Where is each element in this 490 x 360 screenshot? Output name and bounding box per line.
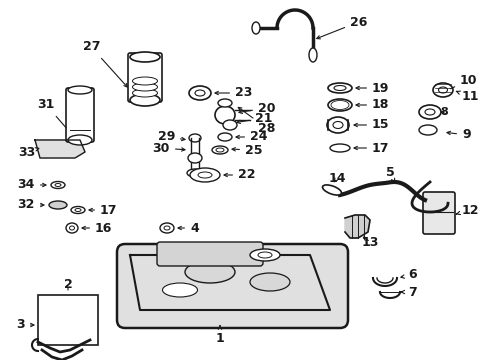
- Ellipse shape: [132, 83, 157, 91]
- Ellipse shape: [68, 86, 92, 94]
- Text: 28: 28: [238, 107, 275, 135]
- Ellipse shape: [322, 185, 342, 195]
- Ellipse shape: [218, 133, 232, 141]
- Ellipse shape: [433, 83, 453, 97]
- Ellipse shape: [425, 109, 435, 115]
- Ellipse shape: [218, 99, 232, 107]
- Polygon shape: [130, 255, 330, 310]
- Text: 20: 20: [239, 102, 275, 114]
- Ellipse shape: [187, 169, 203, 177]
- Text: 19: 19: [356, 81, 390, 94]
- Text: 24: 24: [236, 130, 268, 144]
- Ellipse shape: [212, 146, 228, 154]
- Text: 18: 18: [356, 99, 390, 112]
- Text: 13: 13: [362, 235, 379, 248]
- Text: 9: 9: [447, 129, 470, 141]
- Text: 22: 22: [224, 168, 255, 181]
- Ellipse shape: [334, 85, 346, 90]
- Text: 6: 6: [401, 269, 416, 282]
- Text: 31: 31: [38, 99, 66, 128]
- Text: 4: 4: [178, 221, 199, 234]
- Text: 5: 5: [386, 166, 394, 182]
- Text: 16: 16: [82, 221, 112, 234]
- Ellipse shape: [70, 226, 74, 230]
- Ellipse shape: [439, 87, 447, 93]
- Ellipse shape: [68, 135, 92, 145]
- Ellipse shape: [195, 90, 205, 96]
- FancyBboxPatch shape: [157, 242, 263, 266]
- Ellipse shape: [309, 48, 317, 62]
- Text: 14: 14: [328, 171, 346, 184]
- Text: 11: 11: [456, 90, 480, 104]
- Text: 33: 33: [18, 145, 39, 158]
- Ellipse shape: [132, 77, 157, 85]
- Text: 26: 26: [317, 15, 368, 39]
- Ellipse shape: [51, 181, 65, 189]
- Text: 30: 30: [152, 141, 185, 154]
- Text: 17: 17: [89, 203, 118, 216]
- Text: 3: 3: [16, 319, 34, 332]
- Ellipse shape: [66, 223, 78, 233]
- Ellipse shape: [250, 273, 290, 291]
- Text: 21: 21: [237, 112, 272, 125]
- Text: 17: 17: [354, 141, 390, 154]
- Ellipse shape: [252, 22, 260, 34]
- Text: 8: 8: [440, 107, 448, 117]
- Polygon shape: [345, 215, 370, 238]
- Ellipse shape: [419, 105, 441, 119]
- Ellipse shape: [328, 83, 352, 93]
- Ellipse shape: [333, 122, 343, 129]
- Text: 1: 1: [216, 326, 224, 345]
- Ellipse shape: [75, 208, 81, 211]
- Text: 27: 27: [82, 40, 127, 87]
- Text: 32: 32: [18, 198, 44, 211]
- Ellipse shape: [71, 207, 85, 213]
- Ellipse shape: [189, 134, 201, 142]
- Text: 7: 7: [401, 285, 417, 298]
- FancyBboxPatch shape: [66, 88, 94, 142]
- Ellipse shape: [250, 249, 280, 261]
- Text: 29: 29: [158, 130, 185, 144]
- Ellipse shape: [331, 100, 349, 109]
- Ellipse shape: [188, 153, 202, 163]
- FancyBboxPatch shape: [128, 53, 162, 102]
- Text: 10: 10: [450, 73, 477, 89]
- Text: 25: 25: [232, 144, 263, 157]
- Ellipse shape: [327, 117, 349, 133]
- FancyBboxPatch shape: [117, 244, 348, 328]
- Ellipse shape: [328, 99, 352, 111]
- Ellipse shape: [419, 125, 437, 135]
- Text: 2: 2: [64, 279, 73, 292]
- Ellipse shape: [132, 89, 157, 97]
- Polygon shape: [35, 140, 85, 158]
- Text: 12: 12: [456, 203, 480, 216]
- Ellipse shape: [130, 94, 160, 106]
- Ellipse shape: [55, 184, 61, 186]
- Text: 23: 23: [215, 86, 252, 99]
- Ellipse shape: [189, 86, 211, 100]
- Ellipse shape: [163, 283, 197, 297]
- Ellipse shape: [215, 106, 235, 124]
- Ellipse shape: [49, 201, 67, 209]
- Ellipse shape: [190, 168, 220, 182]
- Text: 34: 34: [18, 179, 46, 192]
- Ellipse shape: [130, 52, 160, 62]
- Ellipse shape: [185, 261, 235, 283]
- Ellipse shape: [335, 103, 345, 108]
- Ellipse shape: [160, 223, 174, 233]
- FancyBboxPatch shape: [423, 192, 455, 234]
- Text: 15: 15: [354, 118, 390, 131]
- Ellipse shape: [330, 144, 350, 152]
- Bar: [38, 295, 98, 345]
- Ellipse shape: [216, 148, 224, 152]
- Ellipse shape: [258, 252, 272, 258]
- Ellipse shape: [198, 172, 212, 178]
- Ellipse shape: [164, 226, 170, 230]
- Ellipse shape: [223, 120, 237, 130]
